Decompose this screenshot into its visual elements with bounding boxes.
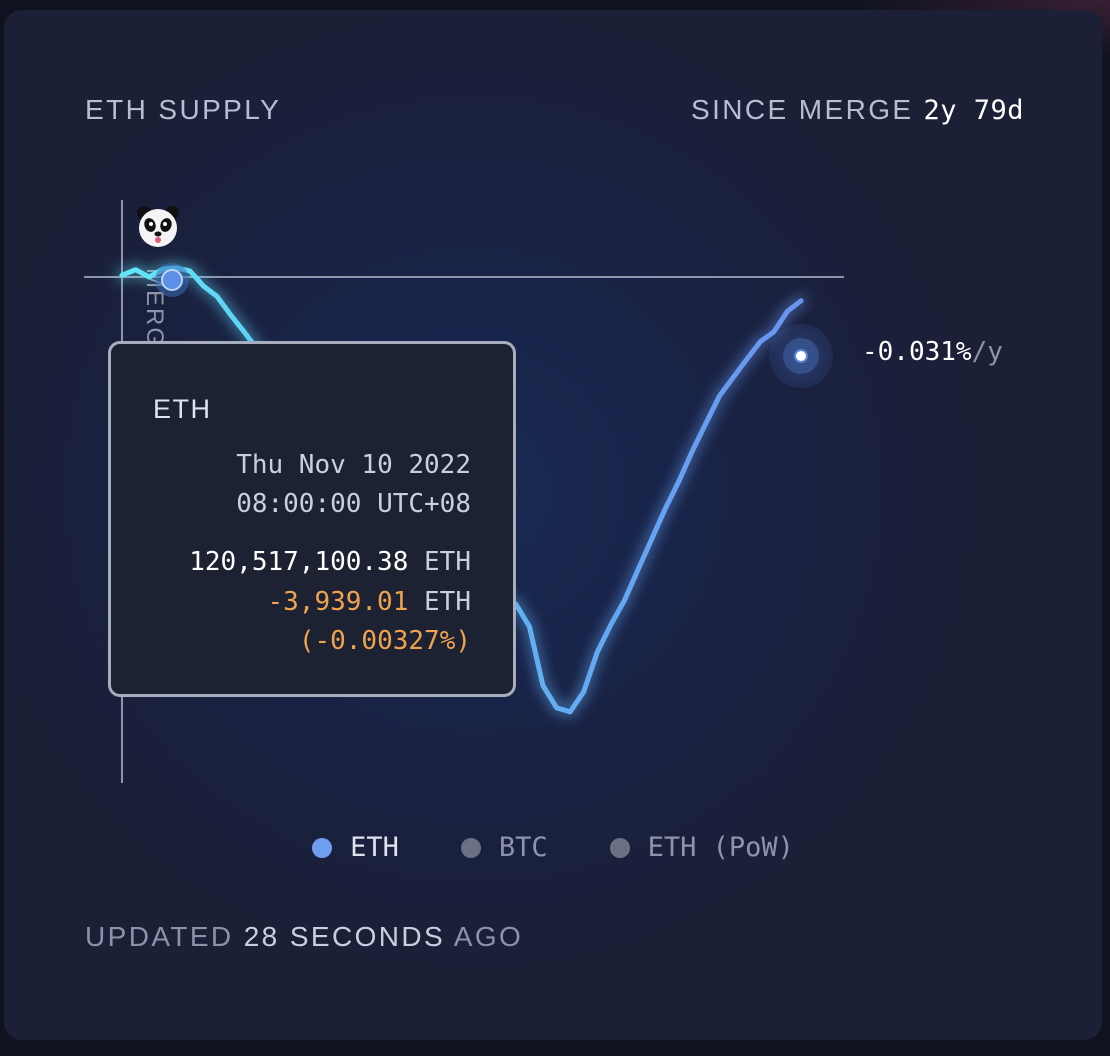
since-merge-label: SINCE MERGE: [691, 94, 914, 125]
tooltip-supply-unit: ETH: [424, 547, 471, 577]
tooltip-supply-value: 120,517,100.38: [189, 547, 409, 577]
since-merge: SINCE MERGE 2y 79d: [691, 94, 1024, 126]
legend-dot-btc: [460, 837, 481, 858]
updated-prefix: UPDATED: [85, 921, 234, 952]
eth-supply-card: ETH SUPPLY SINCE MERGE 2y 79d MERGE: [4, 10, 1102, 1040]
tooltip-date: Thu Nov 10 2022: [236, 450, 471, 480]
updated-value: 28 SECONDS: [243, 921, 446, 952]
current-rate-value: -0.031%: [862, 337, 972, 367]
legend-item-btc[interactable]: BTC: [460, 832, 548, 863]
chart-legend: ETH BTC ETH (PoW): [4, 832, 1102, 863]
tooltip-delta: -3,939.01 ETH: [267, 587, 471, 617]
legend-label-eth-pow: ETH (PoW): [647, 832, 794, 863]
tooltip-delta-value: -3,939.01: [267, 587, 409, 617]
legend-item-eth-pow[interactable]: ETH (PoW): [609, 832, 794, 863]
tooltip-time: 08:00:00 UTC+08: [236, 489, 471, 519]
chart-tooltip: ETH Thu Nov 10 2022 08:00:00 UTC+08 120,…: [108, 341, 516, 697]
current-rate-unit: /y: [971, 337, 1003, 367]
tooltip-supply: 120,517,100.38 ETH: [189, 547, 471, 577]
hover-point: [155, 263, 189, 297]
legend-dot-eth-pow: [609, 837, 630, 858]
card-title: ETH SUPPLY: [85, 94, 282, 125]
legend-item-eth[interactable]: ETH: [312, 832, 399, 863]
current-rate: -0.031%/y: [862, 337, 1003, 367]
since-merge-value: 2y 79d: [923, 95, 1024, 126]
legend-label-eth: ETH: [350, 832, 399, 863]
updated-status: UPDATED 28 SECONDS AGO: [85, 921, 523, 953]
current-point: [769, 324, 833, 388]
tooltip-delta-pct: (-0.00327%): [298, 626, 471, 656]
panda-icon: [137, 206, 179, 247]
legend-label-btc: BTC: [498, 832, 548, 863]
tooltip-series: ETH: [153, 394, 212, 424]
tooltip-delta-unit: ETH: [424, 587, 471, 617]
updated-suffix: AGO: [453, 921, 524, 952]
legend-dot-eth: [312, 837, 333, 858]
